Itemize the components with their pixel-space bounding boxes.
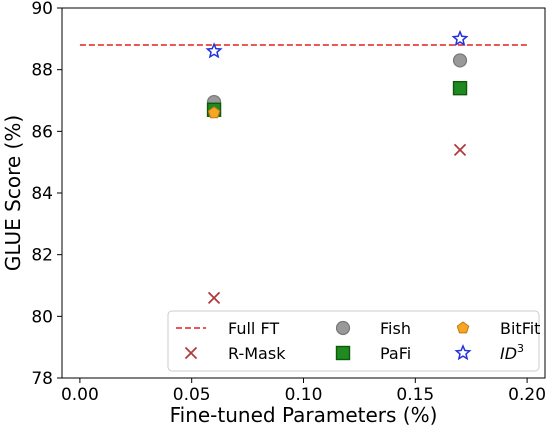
legend-label-2: BitFit: [500, 319, 540, 338]
x-tick-label-3: 0.15: [396, 385, 434, 405]
point-r-mask-0: [207, 291, 221, 304]
legend-swatch-pafi: [335, 345, 351, 361]
legend-swatch-r-mask: [184, 346, 198, 360]
legend-label-4: PaFi: [380, 344, 411, 363]
y-tick-label-2: 82: [31, 246, 53, 266]
y-axis-label: GLUE Score (%): [1, 115, 25, 271]
y-tick-label-1: 80: [31, 307, 53, 327]
legend-swatch-r-mask-stroke-b: [184, 346, 198, 360]
legend-entry-0: Full FT: [176, 319, 279, 338]
legend-label-0: Full FT: [228, 319, 279, 338]
point-r-mask-1-stroke-b: [453, 143, 467, 156]
point-id-1: [451, 29, 469, 47]
legend-swatch-fish: [335, 320, 351, 336]
point-bitfit-0: [207, 106, 221, 119]
chart-marks: [79, 29, 528, 304]
legend-swatch-id: [454, 344, 472, 361]
y-tick-label-0: 78: [31, 369, 53, 389]
legend-box: [167, 310, 540, 372]
legend-label-main: ID: [500, 344, 517, 363]
axis-ticks: 0.00 0.05 0.10 0.15 0.20 78 80 82 84 86 88 90: [31, 0, 546, 405]
legend-entry-4: PaFi: [335, 344, 411, 363]
legend-swatch-bitfit: [456, 321, 470, 334]
y-tick-label-4: 86: [31, 122, 53, 142]
legend-entry-2: BitFit: [456, 319, 540, 338]
y-tick-label-5: 88: [31, 61, 53, 81]
point-pafi-1: [452, 80, 468, 96]
point-r-mask-1: [453, 143, 467, 156]
legend-label-3: R-Mask: [228, 344, 286, 363]
x-tick-label-4: 0.20: [508, 385, 546, 405]
y-tick-label-6: 90: [31, 0, 53, 19]
y-tick-label-3: 84: [31, 184, 53, 204]
legend-label-5: ID3: [500, 342, 524, 363]
legend-entry-3: R-Mask: [184, 344, 286, 363]
legend-label-1: Fish: [380, 319, 411, 338]
point-id-0: [205, 42, 223, 59]
x-tick-label-0: 0.00: [61, 385, 99, 405]
point-r-mask-0-stroke-b: [207, 291, 221, 304]
legend-label-superscript: 3: [517, 342, 524, 355]
point-fish-1: [452, 53, 468, 68]
x-tick-label-1: 0.05: [173, 385, 211, 405]
x-axis-label: Fine-tuned Parameters (%): [170, 403, 438, 427]
x-tick-label-2: 0.10: [285, 385, 323, 405]
legend-entry-5: ID3: [454, 342, 524, 363]
legend: Full FT Fish BitFit R-Mask PaFi ID3: [167, 310, 540, 372]
legend-entry-1: Fish: [335, 319, 411, 338]
